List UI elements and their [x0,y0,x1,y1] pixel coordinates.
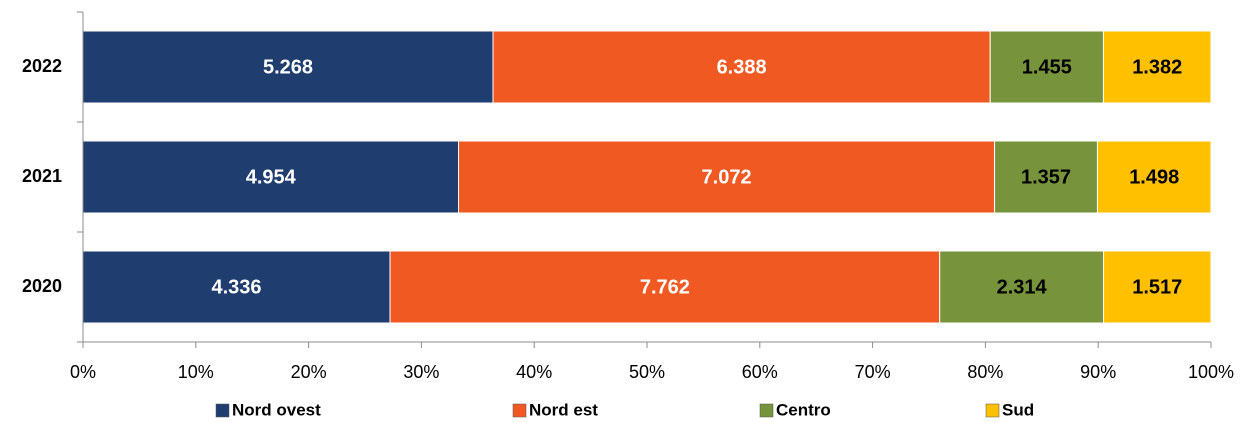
bar-segment [389,250,941,324]
bar-segment [1103,250,1212,324]
data-label: 5.268 [263,56,313,78]
data-label: 6.388 [717,56,767,78]
data-label: 1.517 [1132,276,1182,298]
data-label: 1.357 [1021,166,1071,188]
x-tick-label: 100% [1188,362,1234,382]
x-tick-label: 60% [742,362,778,382]
bar-segment [82,140,460,214]
y-tick-label: 2021 [22,166,62,186]
x-tick-label: 50% [629,362,665,382]
bar-segment [1102,30,1212,104]
data-label: 1.382 [1132,56,1182,78]
x-tick-label: 10% [178,362,214,382]
legend-label: Nord ovest [232,400,321,419]
x-tick-label: 20% [291,362,327,382]
legend-label: Sud [1002,400,1034,419]
bar-segment [939,250,1105,324]
x-tick-label: 80% [967,362,1003,382]
bar-segment [82,250,391,324]
x-tick-label: 70% [855,362,891,382]
data-label: 7.762 [640,276,690,298]
x-tick-label: 40% [516,362,552,382]
x-tick-label: 30% [403,362,439,382]
legend-marker [215,403,230,418]
bar-segment [458,140,996,214]
bar-segment [1096,140,1212,214]
legend-label: Nord est [529,400,598,419]
y-tick-label: 2020 [22,276,62,296]
data-label: 7.072 [702,166,752,188]
bar-segment [492,30,991,104]
data-label: 1.498 [1129,166,1179,188]
legend-marker [759,403,774,418]
data-label: 4.954 [246,166,297,188]
legend-label: Centro [776,400,831,419]
data-label: 2.314 [997,276,1048,298]
data-label: 4.336 [211,276,261,298]
y-tick-label: 2022 [22,56,62,76]
x-tick-label: 0% [70,362,96,382]
bar-segment [994,140,1098,214]
legend-marker [985,403,1000,418]
x-tick-label: 90% [1080,362,1116,382]
data-label: 1.455 [1022,56,1072,78]
legend-marker [512,403,527,418]
